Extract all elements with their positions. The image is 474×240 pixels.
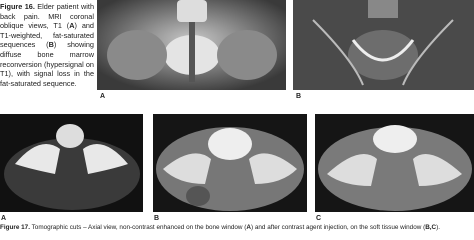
panel-label: C	[316, 215, 322, 222]
figure-17-caption: Figure 17. Tomographic cuts – Axial view…	[0, 224, 474, 231]
panel-label: A	[100, 93, 106, 100]
panel-label: B	[296, 93, 302, 100]
ct-image	[0, 114, 143, 212]
caption-text: ).	[436, 224, 441, 231]
panel-label: B	[154, 215, 160, 222]
panel-ref: B,C	[425, 224, 437, 231]
panel-label: A	[1, 215, 7, 222]
panel-ref: B	[48, 40, 54, 50]
figure-label: Figure 17.	[0, 224, 30, 231]
caption-text: ) and T1-weighted, fat-saturated sequenc…	[0, 21, 94, 50]
figure-16-caption: Figure 16. Elder patient with back pain.…	[0, 2, 94, 88]
figure-label: Figure 16.	[0, 2, 35, 11]
ct-image	[315, 114, 474, 212]
panel-ref: A	[69, 21, 75, 31]
caption-text: Elder patient with back pain. MRI corona…	[0, 2, 94, 31]
caption-text: ) and after contrast agent injection, on…	[250, 224, 426, 231]
caption-text: ) showing diffuse bone marrow reconversi…	[0, 40, 94, 88]
panel-ref: A	[246, 224, 251, 231]
mri-image	[97, 0, 286, 90]
page: {"figure16": {"label": "Figure 16.", "te…	[0, 0, 474, 231]
mri-image	[293, 0, 474, 90]
ct-image	[153, 114, 307, 212]
caption-text: Tomographic cuts – Axial view, non-contr…	[31, 224, 247, 231]
